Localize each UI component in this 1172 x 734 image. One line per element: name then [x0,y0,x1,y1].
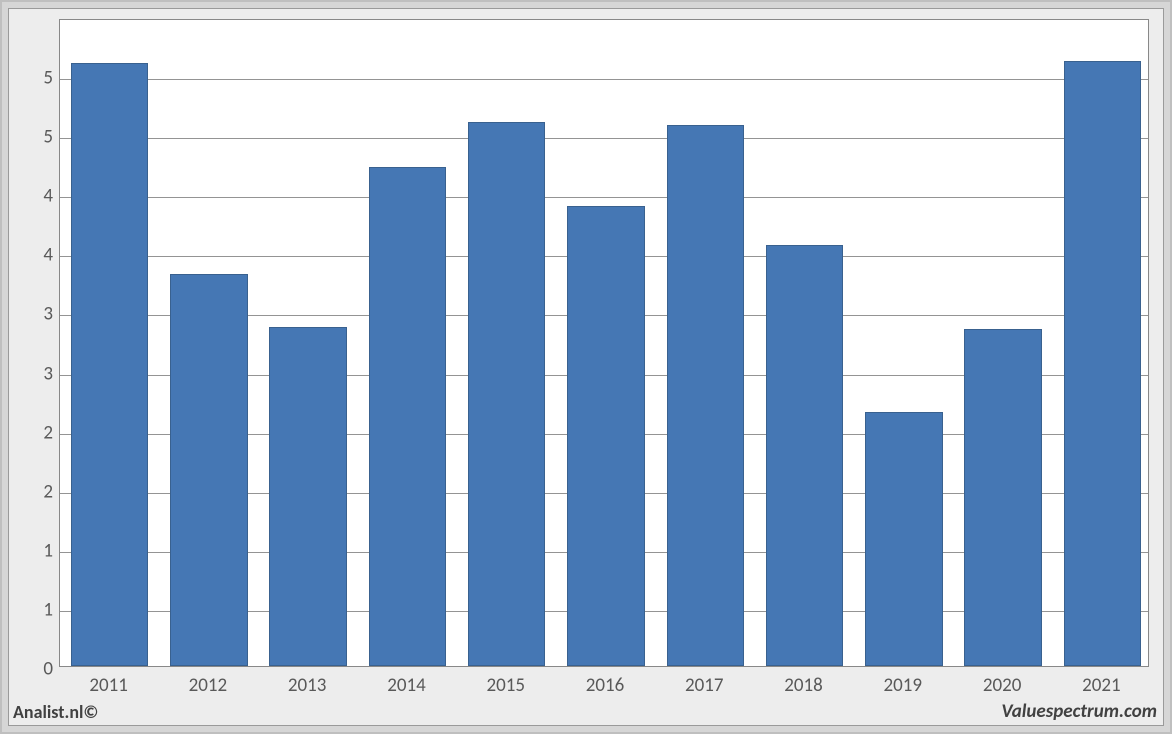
bar [468,122,545,666]
plot-area [59,19,1149,667]
bar [865,412,942,666]
gridline [60,197,1148,198]
bar [667,125,744,666]
gridline [60,79,1148,80]
gridline [60,138,1148,139]
y-axis-tick-label: 3 [9,362,53,385]
x-axis-tick-label: 2014 [387,674,426,697]
y-axis-tick-label: 3 [9,303,53,326]
x-axis-tick-label: 2015 [486,674,525,697]
x-axis-tick-label: 2021 [1082,674,1121,697]
x-axis-tick-label: 2011 [89,674,128,697]
x-axis-tick-label: 2020 [983,674,1022,697]
bar [269,327,346,666]
y-axis-tick-label: 2 [9,421,53,444]
x-axis-tick-label: 2012 [189,674,228,697]
footer-left: Analist.nl© [13,701,98,723]
y-axis-tick-label: 2 [9,480,53,503]
x-axis-tick-label: 2018 [784,674,823,697]
y-axis-tick-label: 5 [9,67,53,90]
x-axis-tick-label: 2017 [685,674,724,697]
footer-right: Valuespectrum.com [1001,700,1157,723]
y-axis-tick-label: 5 [9,126,53,149]
y-axis-tick-label: 0 [9,658,53,681]
bar [369,167,446,666]
bar [567,206,644,666]
y-axis-tick-label: 4 [9,244,53,267]
chart-panel: 0 1 1 2 2 3 3 4 4 5 5 2011 2012 2013 2014 2015 2016 2017… [8,8,1164,726]
bar [170,274,247,666]
bar [964,329,1041,666]
x-axis-tick-label: 2019 [884,674,923,697]
chart-outer-frame: 0 1 1 2 2 3 3 4 4 5 5 2011 2012 2013 2014 2015 2016 2017… [0,0,1172,734]
x-axis-tick-label: 2016 [586,674,625,697]
y-axis-tick-label: 1 [9,539,53,562]
bar [766,245,843,666]
bar [71,63,148,666]
x-axis-tick-label: 2013 [288,674,327,697]
bar [1064,61,1141,666]
y-axis-tick-label: 1 [9,598,53,621]
y-axis-tick-label: 4 [9,185,53,208]
